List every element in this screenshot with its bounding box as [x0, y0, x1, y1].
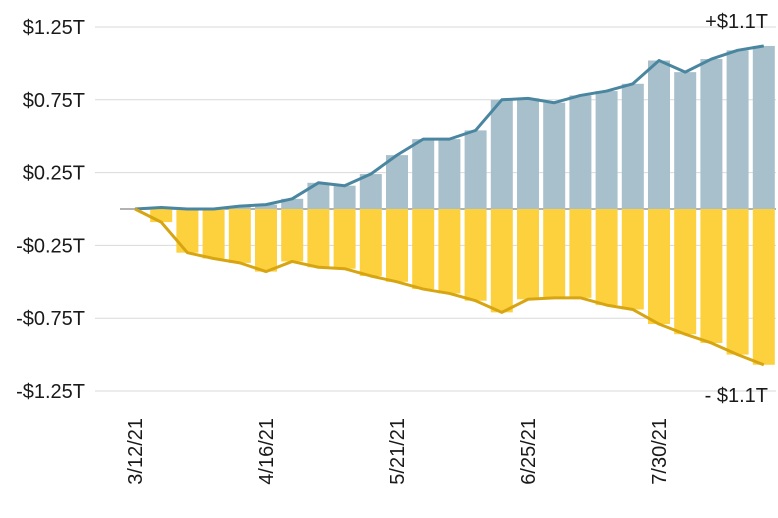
x-tick-label-3: 6/25/21	[518, 418, 540, 485]
positive-bar-5	[255, 204, 277, 209]
x-axis-labels: 3/12/21 4/16/21 5/21/21 6/25/21 7/30/21	[125, 418, 671, 485]
negative-bar-24	[752, 209, 775, 365]
positive-bar-24	[752, 45, 775, 209]
negative-bar-12	[438, 209, 461, 294]
negative-trend-line	[134, 207, 765, 367]
negative-bar-14	[490, 209, 513, 313]
positive-bar-14	[490, 99, 513, 209]
positive-trend-line	[134, 44, 765, 211]
positive-bar-7	[307, 182, 330, 209]
positive-bar-12	[438, 139, 461, 209]
positive-bar-18	[595, 91, 618, 209]
positive-bar-11	[412, 139, 435, 209]
positive-bar-9	[359, 174, 382, 209]
negative-bar-8	[333, 209, 356, 269]
positive-bar-13	[464, 130, 487, 209]
negative-bar-15	[517, 209, 539, 300]
y-tick-label-0: $1.25T	[23, 17, 85, 39]
y-axis-labels: $1.25T $0.75T $0.25T -$0.25T -$0.75T -$1.25T	[16, 17, 85, 403]
negative-bar-9	[359, 209, 382, 276]
positive-bar-6	[281, 198, 304, 209]
positive-bar-19	[621, 83, 644, 209]
positive-end-label: +$1.1T	[705, 11, 768, 33]
positive-bar-8	[333, 185, 356, 209]
negative-end-label: - $1.1T	[705, 385, 768, 407]
x-tick-label-1: 4/16/21	[256, 418, 278, 485]
negative-bar-16	[543, 209, 566, 298]
positive-bar-20	[648, 60, 670, 209]
y-tick-label-2: $0.25T	[23, 163, 85, 185]
negative-bar-7	[307, 209, 330, 268]
negative-bar-23	[726, 209, 749, 355]
x-tick-label-4: 7/30/21	[649, 418, 671, 485]
negative-bar-4	[228, 209, 251, 263]
negative-bar-21	[674, 209, 697, 335]
negative-bar-1	[150, 209, 173, 223]
trend-lines	[134, 44, 765, 367]
negative-bar-18	[595, 209, 618, 306]
negative-bar-19	[621, 209, 644, 310]
positive-bar-15	[517, 98, 539, 209]
positive-bar-23	[726, 50, 749, 209]
negative-bar-6	[281, 209, 304, 262]
positive-bar-10	[386, 155, 408, 209]
negative-bar-5	[255, 209, 277, 272]
positive-bar-17	[569, 95, 592, 209]
negative-bar-22	[700, 209, 723, 343]
negative-bar-3	[202, 209, 225, 259]
y-tick-label-4: -$0.75T	[16, 308, 85, 330]
positive-bar-16	[543, 102, 566, 209]
negative-bar-2	[176, 209, 199, 253]
negative-bar-13	[464, 209, 487, 301]
positive-bar-21	[674, 72, 697, 209]
negative-bar-11	[412, 209, 435, 290]
y-tick-label-3: -$0.25T	[16, 235, 85, 257]
x-tick-label-0: 3/12/21	[125, 418, 147, 485]
positive-bar-22	[700, 59, 723, 210]
x-tick-label-2: 5/21/21	[387, 418, 409, 485]
negative-bar-17	[569, 209, 592, 298]
negative-bar-20	[648, 209, 670, 325]
negative-bar-10	[386, 209, 408, 282]
y-tick-label-5: -$1.25T	[16, 381, 85, 403]
y-tick-label-1: $0.75T	[23, 90, 85, 112]
